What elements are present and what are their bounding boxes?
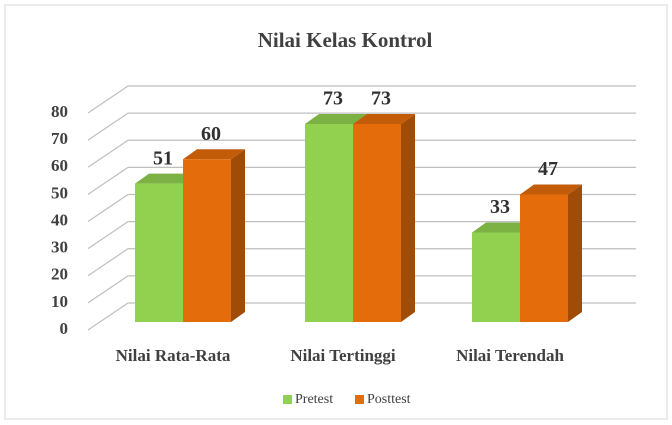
x-tick-label: Nilai Terendah [456, 346, 564, 365]
x-tick-label: Nilai Rata-Rata [116, 346, 231, 365]
grid-line [87, 193, 636, 222]
grid-line [87, 248, 636, 277]
y-tick-label: 0 [60, 319, 69, 338]
grid-line [87, 139, 636, 168]
value-label: 73 [371, 88, 391, 110]
value-label: 47 [538, 158, 558, 180]
bar-front [353, 123, 401, 322]
value-label: 60 [201, 123, 221, 145]
bar-top [472, 222, 534, 233]
y-tick-label: 60 [51, 156, 68, 175]
bar-top [183, 149, 245, 160]
bar-side [568, 184, 582, 322]
bar [520, 184, 582, 322]
grid-line [87, 166, 636, 195]
y-tick-label: 40 [51, 210, 68, 229]
grid-line [87, 85, 636, 114]
x-tick-label: Nilai Tertinggi [290, 346, 396, 365]
bar-front [135, 183, 183, 322]
grid-line [87, 275, 636, 304]
y-tick-label: 10 [51, 292, 68, 311]
y-tick-label: 80 [51, 102, 68, 121]
bar-top [353, 113, 415, 124]
bar-front [183, 159, 231, 322]
value-label: 51 [153, 147, 173, 169]
bar-top [520, 184, 582, 195]
legend-swatch [355, 395, 364, 404]
y-tick-label: 50 [51, 183, 68, 202]
bar-side [401, 113, 415, 322]
bar-top [305, 113, 367, 124]
legend-label: Posttest [367, 392, 411, 407]
bar-side [231, 149, 245, 322]
y-tick-label: 20 [51, 265, 68, 284]
bar [183, 149, 245, 322]
grid-line [87, 112, 636, 141]
bar-front [520, 194, 568, 322]
chart-title: Nilai Kelas Kontrol [258, 28, 433, 52]
legend-swatch [283, 395, 292, 404]
legend-label: Pretest [295, 392, 333, 407]
bar-front [305, 123, 353, 322]
grid-line [87, 302, 636, 331]
y-tick-label: 70 [51, 129, 68, 148]
bar-front [472, 232, 520, 322]
grid-line [87, 221, 636, 250]
bar [353, 113, 415, 322]
y-tick-label: 30 [51, 238, 68, 257]
value-label: 33 [490, 196, 510, 218]
bar-top [135, 173, 197, 184]
value-label: 73 [323, 88, 343, 110]
